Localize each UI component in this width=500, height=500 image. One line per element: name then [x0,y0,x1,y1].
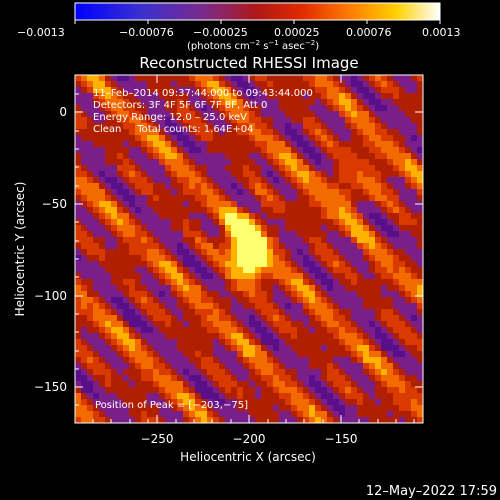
info-energy-range: Energy Range: 12.0 – 25.0 keV [93,112,247,123]
info-time-range: 11–Feb–2014 09:37:44.000 to 09:43:44.000 [93,88,313,99]
peak-position-label: Position of Peak = [−203,−75] [95,400,248,411]
plot-title: Reconstructed RHESSI Image [139,54,358,72]
x-axis-label: Heliocentric X (arcsec) [180,450,316,464]
colorbar-tick-label: 0.00025 [274,26,320,39]
colorbar-units-suffix: ) [315,41,319,52]
x-tick-label: −200 [233,432,266,446]
rhessi-image [75,75,423,423]
image-pixels [75,75,423,423]
colorbar-gradient [75,3,440,20]
y-tick-label: −100 [34,289,67,303]
colorbar-tick-label: 0.0013 [422,26,461,39]
x-axis-ticks [92,75,415,423]
colorbar-tick-label: 0.00076 [346,26,392,39]
colorbar-tick-label: −0.00025 [193,26,248,39]
colorbar-ticks [74,20,441,24]
info-block: 11–Feb–2014 09:37:44.000 to 09:43:44.000… [93,88,313,135]
y-axis-ticks [75,93,423,406]
colorbar-units-exp2: −1 [268,39,278,47]
x-tick-label: −150 [325,432,358,446]
colorbar-units-exp1: −2 [250,39,260,47]
colorbar-units-mid2: asec [279,41,305,52]
y-tick-label: 0 [59,105,67,119]
footer-date: 12–May–2022 17:59 [366,484,497,499]
colorbar-tick-label: −0.0013 [17,26,65,39]
colorbar-units: (photons cm−2 s−1 asec−2) [187,39,319,52]
colorbar-units-prefix: (photons cm [187,41,250,52]
x-tick-label: −250 [141,432,174,446]
colorbar: −0.0013 −0.00076 −0.00025 0.00025 0.0007… [17,2,461,52]
colorbar-frame [74,2,441,21]
info-algorithm-counts: Clean Total counts: 1.64E+04 [93,124,253,135]
y-tick-label: −150 [34,380,67,394]
colorbar-units-exp3: −2 [305,39,315,47]
info-detectors: Detectors: 3F 4F 5F 6F 7F 8F, Att 0 [93,100,267,111]
y-axis-label: Heliocentric Y (arcsec) [13,182,27,317]
colorbar-tick-label: −0.00076 [119,26,174,39]
y-tick-label: −50 [42,197,67,211]
colorbar-units-mid1: s [260,41,268,52]
